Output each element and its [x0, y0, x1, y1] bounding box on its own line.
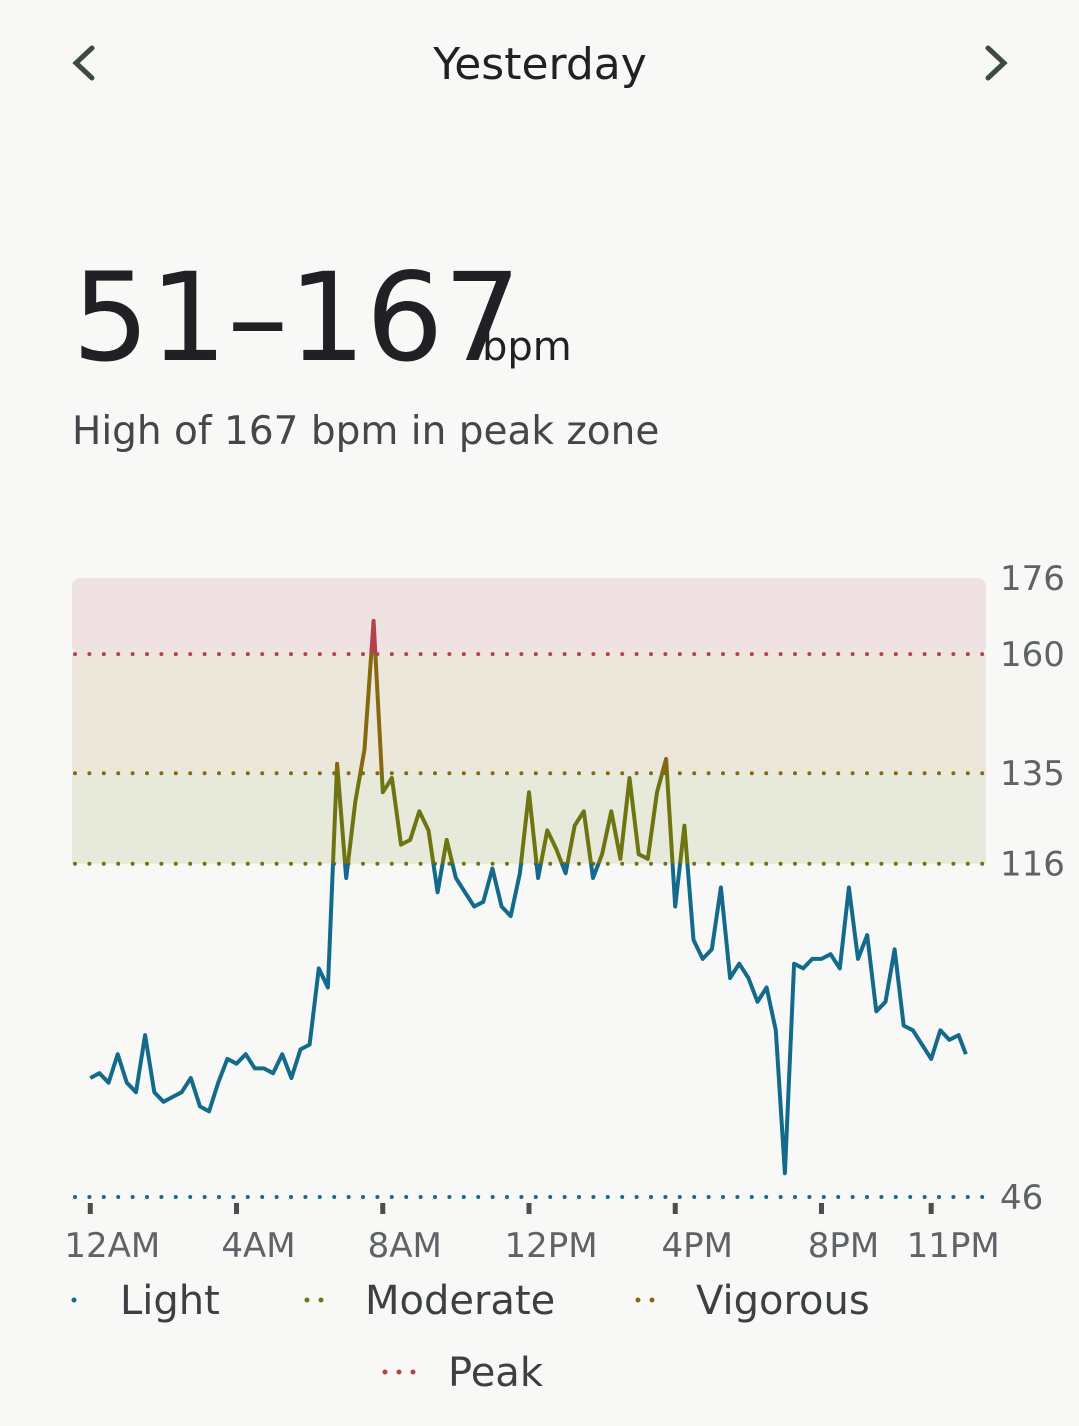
x-tick-label: 4PM [661, 1226, 732, 1266]
legend-label: Moderate [365, 1278, 555, 1324]
legend-dot [649, 1297, 655, 1303]
legend-dot [382, 1369, 388, 1375]
y-tick-label: 116 [1000, 845, 1065, 885]
zone-band [72, 578, 986, 655]
heart-rate-line [89, 618, 968, 1176]
legend-dot [635, 1297, 641, 1303]
y-tick-label: 160 [1000, 635, 1065, 675]
x-tick-label: 12PM [504, 1226, 597, 1266]
y-tick-label: 46 [1000, 1178, 1043, 1218]
x-tick-label: 8AM [368, 1226, 442, 1266]
zone-band [72, 773, 986, 864]
x-tick-label: 4AM [221, 1226, 295, 1266]
note: High of 167 bpm in peak zone [72, 409, 659, 454]
x-tick-label: 11PM [907, 1226, 1000, 1266]
legend-label: Light [120, 1278, 220, 1324]
legend-label: Peak [448, 1350, 544, 1396]
legend-label: Vigorous [696, 1278, 870, 1324]
unit: bpm [482, 324, 572, 370]
y-tick-label: 135 [1000, 754, 1065, 794]
y-tick-label: 176 [1000, 559, 1065, 599]
range: 51–167 [72, 247, 521, 389]
legend-dot [396, 1369, 402, 1375]
title: Yesterday [432, 39, 647, 90]
x-tick-label: 8PM [808, 1226, 879, 1266]
legend-dot [318, 1297, 324, 1303]
back-button[interactable] [72, 45, 95, 81]
forward-button[interactable] [985, 45, 1008, 81]
x-tick-label: 12AM [64, 1226, 160, 1266]
legend-dot [410, 1369, 416, 1375]
legend-dot [71, 1297, 77, 1303]
chart: 46 116 135 160 176 12AM 4AM 8AM 12PM 4PM 8PM 11PM Li… [64, 559, 1065, 1396]
zone-band [72, 654, 986, 774]
legend-dot [304, 1297, 310, 1303]
